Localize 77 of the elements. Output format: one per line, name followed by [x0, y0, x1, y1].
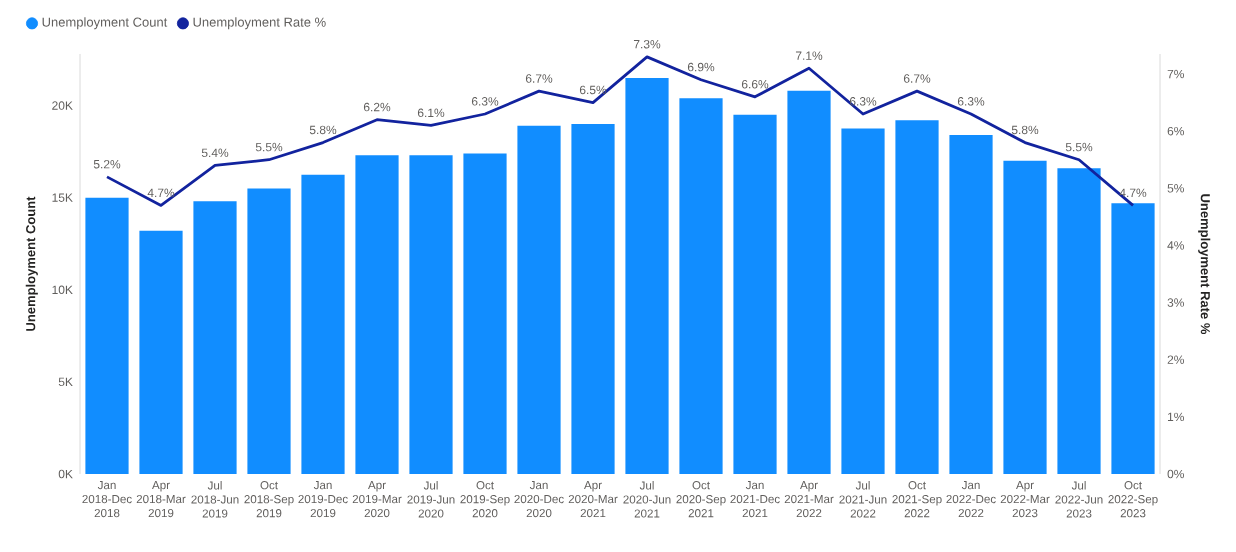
x-tick-label: Jul 2020-Jun 2021 — [623, 481, 671, 518]
bar — [895, 120, 939, 474]
x-tick-label: Jan 2020-Dec 2020 — [514, 481, 564, 518]
y2-tick-label: 5% — [1167, 184, 1185, 193]
data-label: 7.3% — [633, 39, 661, 49]
x-tick-label: Jan 2022-Dec 2022 — [946, 481, 996, 518]
bar — [1057, 168, 1101, 474]
x-tick-label: Jul 2021-Jun 2022 — [839, 481, 887, 518]
data-label: 4.7% — [1119, 188, 1147, 198]
y2-tick-label: 4% — [1167, 241, 1185, 250]
y-tick-label: 0K — [58, 469, 73, 479]
x-tick-label: Jan 2018-Dec 2018 — [82, 481, 132, 518]
y-tick-label: 15K — [52, 193, 73, 202]
x-tick-label: Apr 2022-Mar 2023 — [1000, 481, 1050, 518]
data-label: 5.5% — [1065, 142, 1093, 152]
x-tick-label: Apr 2018-Mar 2019 — [136, 481, 186, 518]
x-tick-label: Oct 2022-Sep 2023 — [1108, 481, 1158, 518]
y-tick-label: 10K — [52, 285, 73, 295]
data-label: 6.9% — [687, 62, 715, 72]
bar — [733, 114, 777, 474]
y-axis-title: Unemployment Count — [25, 196, 38, 331]
x-tick-label: Oct 2018-Sep 2019 — [244, 481, 294, 518]
data-label: 5.4% — [201, 148, 229, 158]
x-tick-label: Apr 2021-Mar 2022 — [784, 481, 834, 518]
data-label: 6.7% — [525, 74, 553, 83]
bar — [85, 197, 129, 474]
x-tick-label: Oct 2020-Sep 2021 — [676, 481, 726, 518]
bar — [355, 155, 399, 474]
y2-tick-label: 6% — [1167, 126, 1185, 136]
bar — [1111, 203, 1155, 474]
y2-tick-label: 7% — [1167, 69, 1185, 79]
bar — [463, 153, 507, 474]
bar — [193, 201, 237, 474]
bar — [679, 98, 723, 474]
x-tick-label: Oct 2021-Sep 2022 — [892, 481, 942, 518]
data-label: 6.3% — [849, 97, 877, 106]
x-tick-label: Jul 2019-Jun 2020 — [407, 481, 455, 518]
legend-label: Unemployment Count — [42, 17, 168, 30]
bar — [139, 230, 183, 474]
x-tick-label: Apr 2019-Mar 2020 — [352, 481, 402, 518]
x-tick-label: Jan 2021-Dec 2021 — [730, 481, 780, 518]
x-tick-label: Apr 2020-Mar 2021 — [568, 481, 618, 518]
bar — [571, 123, 615, 474]
data-label: 6.5% — [579, 85, 607, 95]
data-label: 5.2% — [93, 159, 121, 169]
legend-label: Unemployment Rate % — [193, 17, 326, 30]
y-tick-label: 20K — [52, 101, 73, 110]
data-label: 6.3% — [471, 97, 499, 106]
y2-tick-label: 3% — [1167, 298, 1185, 307]
data-label: 4.7% — [147, 188, 175, 198]
data-label: 5.5% — [255, 142, 283, 152]
x-tick-label: Jan 2019-Dec 2019 — [298, 481, 348, 518]
bar — [787, 90, 831, 474]
bar — [949, 135, 993, 474]
y2-tick-label: 2% — [1167, 355, 1185, 364]
data-label: 6.6% — [741, 79, 769, 89]
bar — [517, 125, 561, 474]
y2-tick-label: 0% — [1167, 469, 1185, 479]
bar — [841, 128, 885, 474]
x-tick-label: Jul 2022-Jun 2023 — [1055, 481, 1103, 518]
data-label: 6.3% — [957, 97, 985, 106]
data-label: 7.1% — [795, 51, 823, 60]
y2-tick-label: 1% — [1167, 412, 1185, 422]
y-tick-label: 5K — [58, 377, 73, 387]
data-label: 5.8% — [309, 125, 337, 135]
data-label: 6.7% — [903, 74, 931, 83]
bar — [247, 188, 291, 474]
bar — [301, 174, 345, 474]
bar — [409, 155, 453, 474]
bar — [1003, 160, 1047, 474]
x-tick-label: Jul 2018-Jun 2019 — [191, 481, 239, 518]
data-label: 6.1% — [417, 108, 445, 118]
data-label: 6.2% — [363, 102, 391, 112]
y2-axis-title: Unemployment Rate % — [1198, 194, 1211, 335]
data-label: 5.8% — [1011, 125, 1039, 135]
x-tick-label: Oct 2019-Sep 2020 — [460, 481, 510, 518]
bar — [625, 77, 669, 474]
